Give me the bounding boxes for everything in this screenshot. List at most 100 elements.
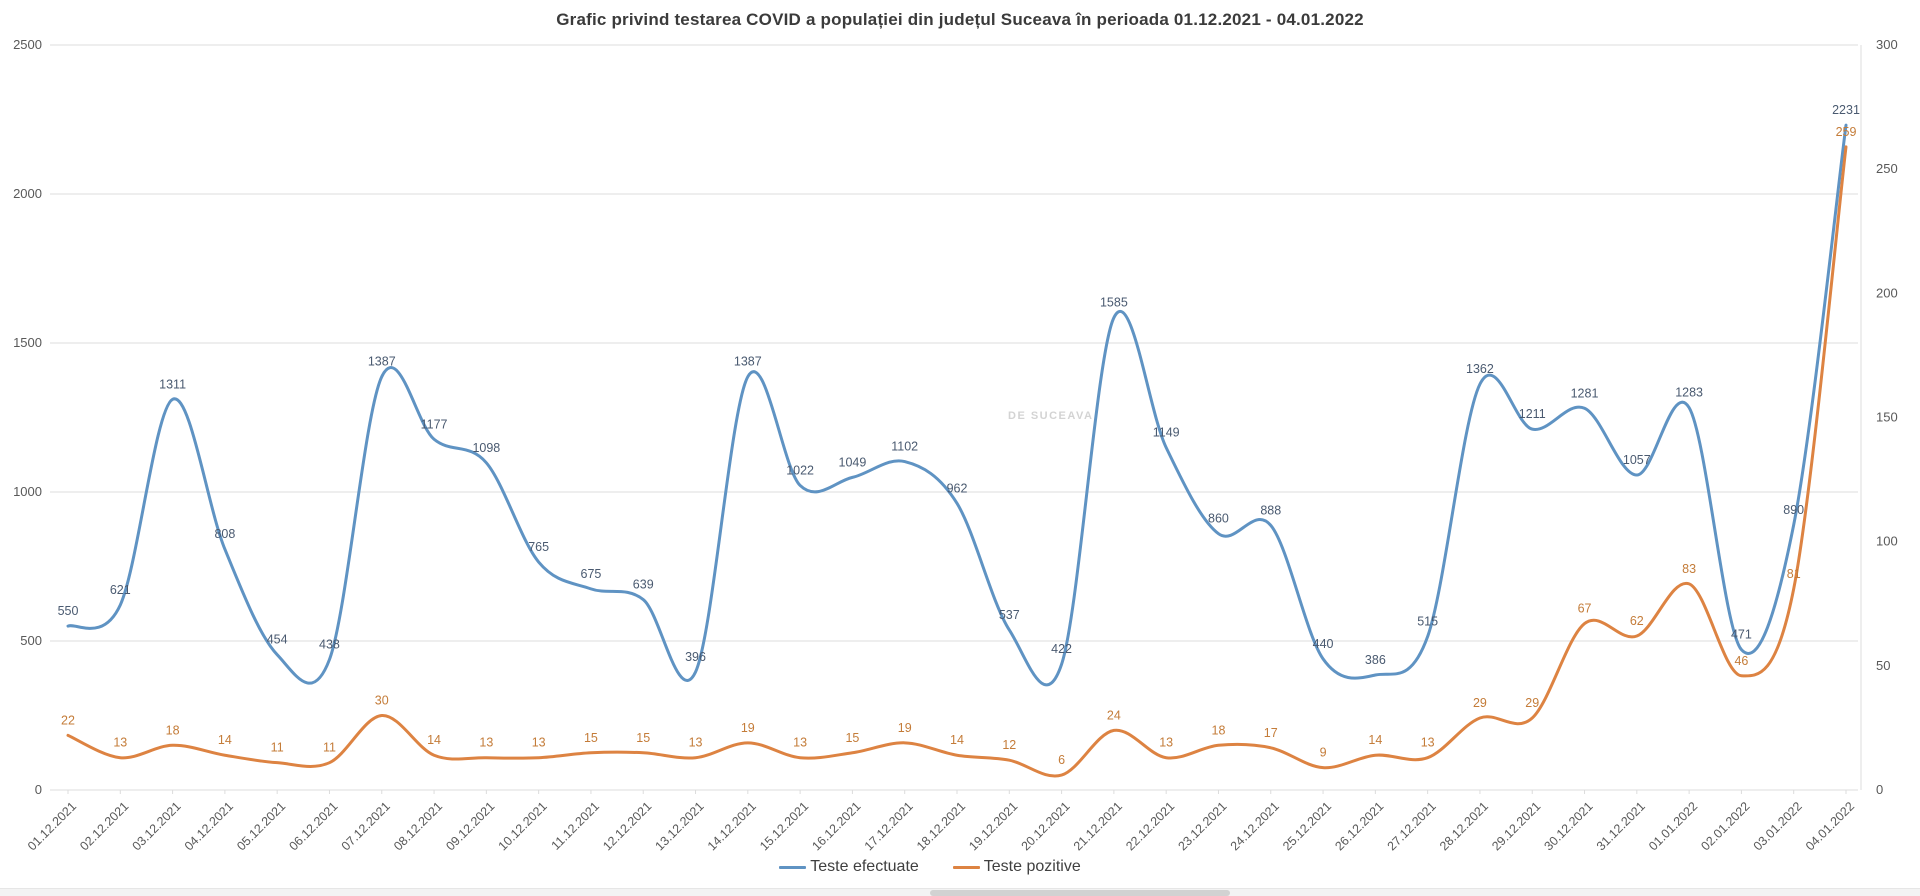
data-label: 1311 — [159, 377, 186, 391]
data-label: 13 — [113, 736, 127, 750]
right-axis-tick: 150 — [1876, 410, 1898, 425]
x-axis-label: 08.12.2021 — [391, 799, 445, 853]
data-label: 24 — [1107, 708, 1121, 722]
x-axis-label: 04.01.2022 — [1803, 799, 1857, 853]
data-label: 83 — [1682, 562, 1696, 576]
data-label: 15 — [845, 731, 859, 745]
data-label: 550 — [58, 604, 79, 618]
data-label: 1057 — [1623, 453, 1651, 467]
series-line-teste-pozitive — [66, 145, 1848, 778]
data-label: 67 — [1578, 602, 1592, 616]
data-label: 19 — [741, 721, 755, 735]
left-axis-tick: 2000 — [13, 186, 42, 201]
right-axis-tick: 300 — [1876, 37, 1898, 52]
x-axis-label: 21.12.2021 — [1071, 799, 1125, 853]
data-label: 30 — [375, 694, 389, 708]
right-axis-tick: 0 — [1876, 782, 1883, 797]
x-axis-label: 24.12.2021 — [1228, 799, 1282, 853]
legend: Teste efectuate Teste pozitive — [0, 858, 1860, 876]
data-label: 675 — [581, 567, 602, 581]
data-label: 1098 — [472, 441, 500, 455]
data-label: 1149 — [1153, 426, 1180, 440]
x-axis-label: 02.12.2021 — [77, 799, 131, 853]
x-axis-label: 25.12.2021 — [1280, 799, 1334, 853]
chart-title: Grafic privind testarea COVID a populați… — [556, 10, 1364, 29]
data-label: 1283 — [1675, 386, 1703, 400]
left-axis-tick: 1000 — [13, 484, 42, 499]
data-label: 29 — [1473, 696, 1487, 710]
x-axis-label: 23.12.2021 — [1175, 799, 1229, 853]
data-label: 22 — [61, 713, 75, 727]
data-label: 15 — [584, 731, 598, 745]
data-label: 438 — [319, 637, 340, 651]
x-axis-label: 26.12.2021 — [1332, 799, 1386, 853]
data-label: 259 — [1836, 125, 1857, 139]
data-label: 1281 — [1571, 386, 1599, 400]
data-label: 14 — [1368, 733, 1382, 747]
data-label: 11 — [271, 741, 284, 755]
data-label: 1102 — [891, 440, 918, 454]
data-label: 15 — [636, 731, 650, 745]
data-label: 13 — [689, 736, 703, 750]
data-label: 14 — [427, 733, 441, 747]
data-label: 81 — [1787, 567, 1801, 581]
right-axis-tick: 250 — [1876, 161, 1898, 176]
right-axis-tick: 100 — [1876, 534, 1898, 549]
x-axis-label: 28.12.2021 — [1437, 799, 1491, 853]
x-axis-label: 03.01.2022 — [1751, 799, 1805, 853]
x-axis-label: 02.01.2022 — [1698, 799, 1752, 853]
data-label: 62 — [1630, 614, 1644, 628]
data-label: 1177 — [421, 417, 448, 431]
x-axis-label: 30.12.2021 — [1542, 799, 1596, 853]
data-label: 18 — [166, 723, 180, 737]
data-label: 1585 — [1100, 296, 1128, 310]
x-axis-label: 04.12.2021 — [182, 799, 236, 853]
legend-item-teste-efectuate[interactable]: Teste efectuate — [779, 858, 919, 876]
data-label: 860 — [1208, 512, 1229, 526]
data-label: 888 — [1260, 503, 1281, 517]
x-axis-label: 22.12.2021 — [1123, 799, 1177, 853]
left-axis-tick: 0 — [35, 782, 42, 797]
x-axis-label: 01.01.2022 — [1646, 799, 1700, 853]
x-axis-label: 09.12.2021 — [443, 799, 497, 853]
x-axis-label: 15.12.2021 — [757, 799, 811, 853]
series-line-teste-efectuate — [66, 123, 1848, 687]
x-axis-label: 07.12.2021 — [339, 799, 393, 853]
data-label: 765 — [528, 540, 549, 554]
x-axis-label: 17.12.2021 — [862, 799, 916, 853]
scrollbar-thumb[interactable] — [930, 890, 1230, 896]
x-axis-label: 11.12.2021 — [549, 799, 603, 853]
legend-swatch-orange-line-icon — [952, 865, 980, 869]
left-axis-tick: 1500 — [13, 335, 42, 350]
data-label: 386 — [1365, 653, 1386, 667]
data-label: 422 — [1051, 642, 1072, 656]
x-axis-label: 14.12.2021 — [705, 799, 759, 853]
legend-label-teste-pozitive: Teste pozitive — [983, 858, 1081, 875]
x-axis-label: 29.12.2021 — [1489, 799, 1543, 853]
data-label: 13 — [479, 736, 493, 750]
left-axis-tick: 2500 — [13, 37, 42, 52]
legend-item-teste-pozitive[interactable]: Teste pozitive — [952, 858, 1081, 876]
watermark: DE SUCEAVA — [1008, 410, 1094, 422]
data-label: 471 — [1731, 628, 1752, 642]
horizontal-scrollbar[interactable] — [0, 888, 1920, 896]
data-label: 537 — [999, 608, 1020, 622]
data-label: 46 — [1734, 654, 1748, 668]
data-label: 1387 — [368, 355, 396, 369]
data-label: 17 — [1264, 726, 1278, 740]
data-label: 1211 — [1519, 407, 1546, 421]
legend-label-teste-efectuate: Teste efectuate — [810, 858, 919, 875]
data-label: 12 — [1002, 738, 1016, 752]
data-label: 18 — [1212, 723, 1226, 737]
data-label: 13 — [793, 736, 807, 750]
data-label: 1362 — [1466, 362, 1494, 376]
data-label: 19 — [898, 721, 912, 735]
x-axis-label: 19.12.2021 — [966, 799, 1020, 853]
data-label: 621 — [110, 583, 131, 597]
x-axis-label: 03.12.2021 — [130, 799, 184, 853]
x-axis-label: 27.12.2021 — [1385, 799, 1439, 853]
data-label: 14 — [218, 733, 232, 747]
data-label: 13 — [532, 736, 546, 750]
